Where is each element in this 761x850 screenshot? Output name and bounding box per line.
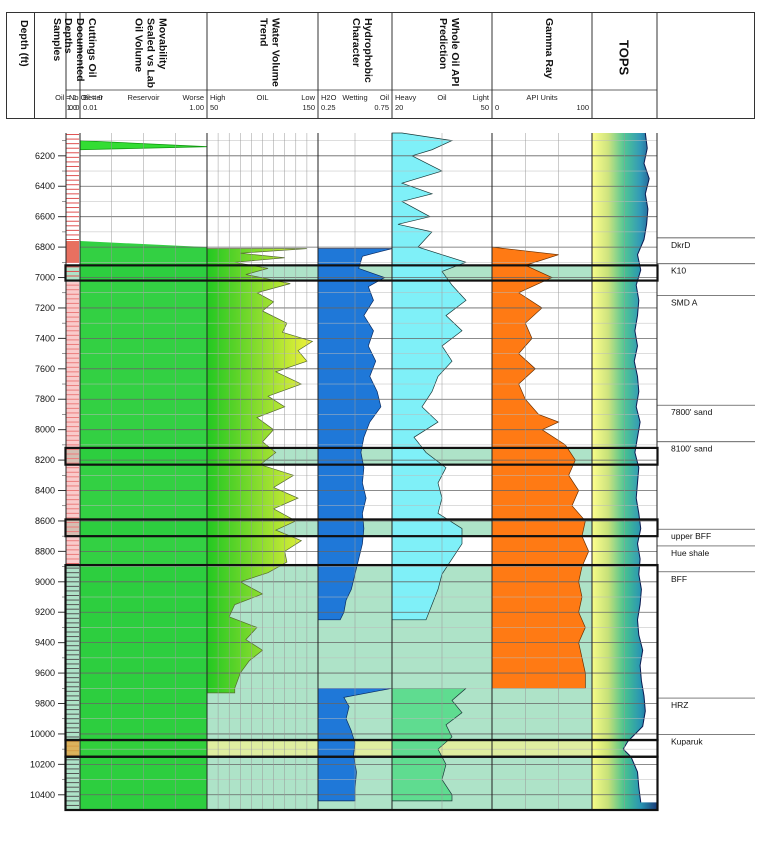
depth-tick-label: 6400 — [35, 181, 55, 191]
track-title-line: Oil Volume — [133, 18, 145, 72]
depth-tick-label: 8000 — [35, 425, 55, 435]
zone-outline — [64, 738, 659, 758]
scale-min: 50 — [210, 103, 218, 112]
track-title-line: Hydrophobic — [362, 18, 374, 83]
scale-label-right: Low — [301, 93, 315, 102]
zone-outline — [64, 264, 659, 282]
scale-label-left: Better — [83, 93, 104, 102]
depth-tick-label: 10400 — [30, 790, 55, 800]
zone-outline — [64, 518, 659, 538]
depth-tick-label: 9400 — [35, 638, 55, 648]
top-label: K10 — [671, 266, 686, 276]
api-fill — [491, 246, 590, 689]
track-title-line: Depths — [62, 18, 74, 54]
depth-tick-label: 10200 — [30, 759, 55, 769]
scale-units: API Units — [526, 93, 558, 102]
top-label: BFF — [671, 574, 687, 584]
zone-band — [66, 740, 657, 757]
scale-label-right: Worse — [182, 93, 204, 102]
depth-tick-label: 7200 — [35, 303, 55, 313]
top-label: DkrD — [671, 240, 690, 250]
depth-header-frame — [6, 12, 35, 119]
scale-max: 150 — [302, 103, 315, 112]
track-title-line: Movability — [157, 18, 169, 70]
track-title-tops: TOPS — [617, 40, 632, 75]
depth-tick-label: 8800 — [35, 546, 55, 556]
depth-tick-label: 8200 — [35, 455, 55, 465]
depth-tick-label: 9800 — [35, 699, 55, 709]
depth-tick-label: 6800 — [35, 242, 55, 252]
track-title-line: Samples — [51, 18, 63, 61]
depth-tick-label: 7400 — [35, 333, 55, 343]
gamma-cover — [623, 133, 657, 803]
top-label: 7800' sand — [671, 407, 713, 417]
scale-label-right: Oil — [380, 93, 390, 102]
depth-tick-label: 7800 — [35, 394, 55, 404]
scale-label-mid: Oil — [437, 93, 447, 102]
sample-block — [66, 740, 79, 757]
scale-max: 1.0 — [67, 103, 77, 112]
top-label: HRZ — [671, 700, 688, 710]
depth-axis-label: Depth (ft) — [18, 20, 30, 67]
top-label: Hue shale — [671, 548, 710, 558]
depth-tick-label: 7600 — [35, 364, 55, 374]
scale-label-mid: Wetting — [342, 93, 367, 102]
track-title-line: Gamma Ray — [543, 18, 555, 79]
log-body: 6200 6400 6600 6800 7000 7200 7400 7600 7800 8000… — [30, 132, 755, 812]
track-title-line: Character — [350, 18, 362, 67]
scale-max: 50 — [481, 103, 489, 112]
scale-min: 0.01 — [83, 103, 98, 112]
depth-tick-label: 9200 — [35, 607, 55, 617]
scale-label-right: Light — [473, 93, 490, 102]
scale-max: 1.00 — [189, 103, 204, 112]
track-title-line: Water Volume — [270, 18, 282, 87]
track-title-line: Whole Oil API — [449, 18, 461, 87]
scale-label-left: High — [210, 93, 225, 102]
scale-label-left: Heavy — [395, 93, 417, 102]
track-title-line: Cuttings Oil — [86, 18, 98, 78]
track-title-line: Prediction — [437, 18, 449, 69]
scale-min: 0.0 — [69, 103, 79, 112]
scale-label-left: H2O — [321, 93, 337, 102]
scale-label-right: Oil = 1 — [55, 93, 77, 102]
scale-min: 0 — [495, 103, 499, 112]
scale-min: 20 — [395, 103, 403, 112]
zone-outline — [64, 446, 659, 466]
log-header: Depth (ft) Samples Cuttings OilDocumentedD… — [6, 12, 755, 119]
depth-tick-label: 6600 — [35, 212, 55, 222]
scale-label-mid: Reservoir — [127, 93, 160, 102]
scale-min: 0.25 — [321, 103, 336, 112]
depth-tick-label: 10000 — [30, 729, 55, 739]
depth-tick-label: 7000 — [35, 273, 55, 283]
depth-tick-label: 9600 — [35, 668, 55, 678]
depth-tick-label: 8600 — [35, 516, 55, 526]
depth-tick-label: 9000 — [35, 577, 55, 587]
header-frame — [34, 12, 755, 119]
track-title-line: Sealed vs Lab — [145, 18, 157, 88]
track-title-line: Documented — [74, 18, 86, 82]
top-label: SMD A — [671, 298, 698, 308]
top-label: 8100' sand — [671, 444, 713, 454]
track-title-line: Trend — [258, 18, 270, 47]
scale-label-mid: OIL — [256, 93, 268, 102]
scale-label-left: No Oil = 0 — [69, 93, 103, 102]
depth-tick-label: 8400 — [35, 486, 55, 496]
top-label: Kuparuk — [671, 737, 703, 747]
scale-max: 100 — [576, 103, 589, 112]
top-label: upper BFF — [671, 531, 711, 541]
sample-block — [66, 282, 79, 564]
scale-max: 0.75 — [374, 103, 389, 112]
sample-block — [66, 241, 79, 263]
depth-tick-label: 6200 — [35, 151, 55, 161]
